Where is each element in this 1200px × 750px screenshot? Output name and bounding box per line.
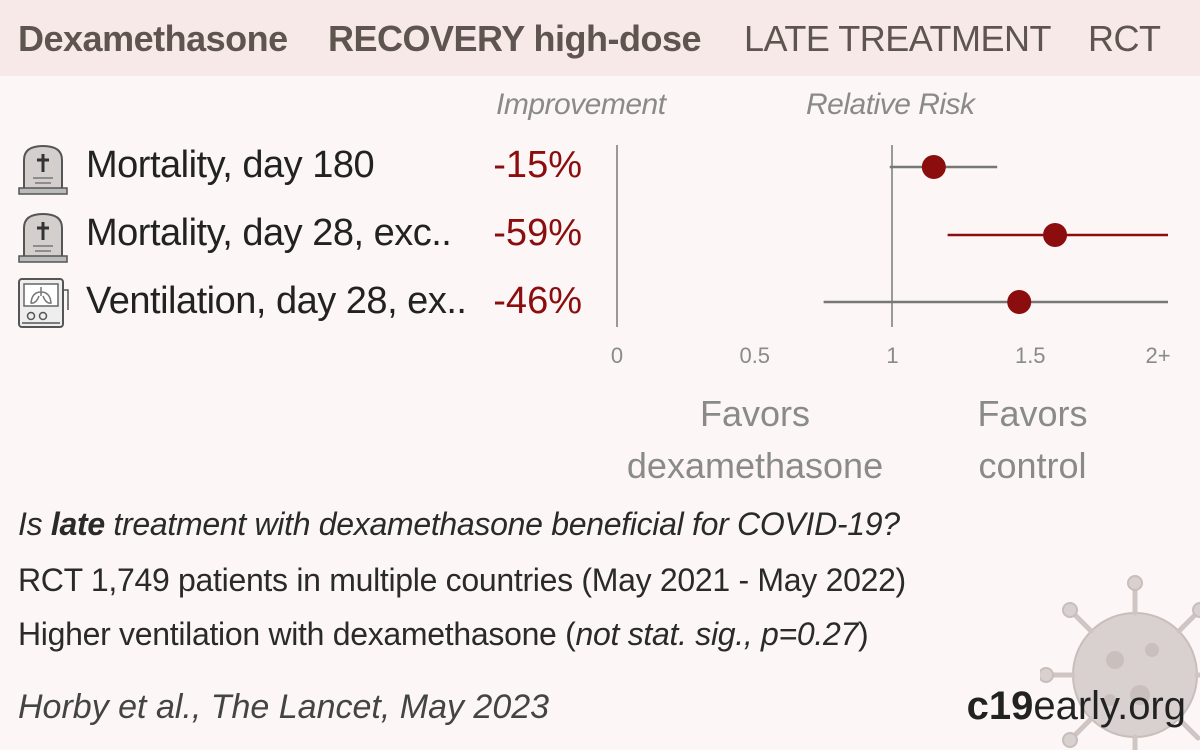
header-bar: Dexamethasone RECOVERY high-dose LATE TR… — [0, 0, 1200, 76]
point-estimate — [921, 155, 946, 179]
favors-left-line2: dexamethasone — [626, 445, 884, 486]
favors-right-line2: control — [978, 445, 1087, 486]
row-label: Mortality, day 180 — [86, 144, 375, 186]
question-post: treatment with dexamethasone beneficial … — [104, 506, 900, 542]
brand-logo[interactable]: c19early.org — [967, 684, 1186, 729]
x-tick-label: 1 — [886, 343, 898, 368]
favors-treatment-label: Favors dexamethasone — [620, 388, 890, 492]
summary-patients: RCT 1,749 patients in multiple countries… — [18, 562, 906, 598]
question-bold: late — [50, 506, 105, 542]
summary-result: Higher ventilation with dexamethasone (n… — [18, 616, 869, 653]
result-post: ) — [858, 616, 869, 652]
x-tick-label: 1.5 — [1015, 343, 1046, 368]
relative-risk-column-header: Relative Risk — [806, 88, 975, 121]
drug-title: Dexamethasone — [18, 18, 288, 59]
improvement-column-header: Improvement — [496, 88, 666, 121]
point-estimate — [1007, 290, 1032, 314]
row-label: Ventilation, day 28, ex.. — [86, 280, 467, 322]
improvement-value: -46% — [493, 280, 582, 322]
improvement-value: -15% — [493, 144, 582, 186]
row-label: Mortality, day 28, exc.. — [86, 212, 452, 254]
ventilator-icon — [18, 278, 69, 328]
trial-title: RECOVERY high-dose — [328, 18, 702, 59]
summary-question: Is late treatment with dexamethasone ben… — [18, 506, 900, 543]
design-label: RCT — [1088, 18, 1161, 59]
virus-icon — [1040, 575, 1200, 750]
question-pre: Is — [18, 506, 51, 542]
favors-left-line1: Favors — [699, 393, 811, 434]
citation: Horby et al., The Lancet, May 2023 — [18, 688, 550, 726]
x-tick-label: 2+ — [1145, 343, 1170, 368]
x-tick-label: 0.5 — [739, 343, 770, 368]
stage-label: LATE TREATMENT — [744, 18, 1052, 59]
result-pre: Higher ventilation with dexamethasone ( — [18, 616, 576, 652]
brand-bold: c19 — [966, 684, 1034, 728]
favors-right-line1: Favors — [977, 393, 1088, 434]
result-stat: not stat. sig., p=0.27 — [575, 616, 859, 652]
point-estimate — [1043, 223, 1068, 247]
x-tick-label: 0 — [611, 343, 623, 368]
favors-control-label: Favors control — [940, 388, 1125, 492]
tombstone-icon — [18, 212, 68, 263]
brand-rest: early.org — [1033, 684, 1186, 728]
tombstone-icon — [18, 144, 68, 195]
improvement-value: -59% — [493, 212, 582, 254]
